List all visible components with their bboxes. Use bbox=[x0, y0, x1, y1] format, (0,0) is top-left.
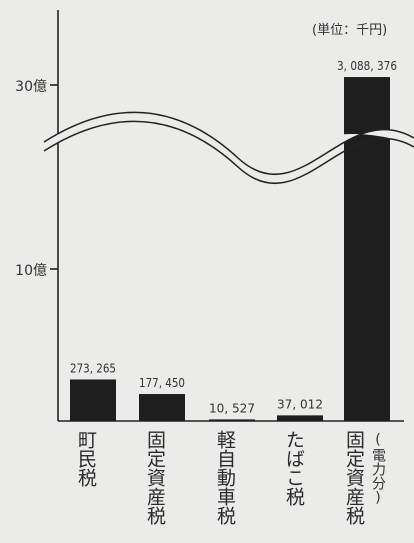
bar bbox=[139, 394, 185, 421]
axis-break-line-lower bbox=[43, 120, 414, 185]
axis-break-band bbox=[44, 112, 414, 175]
category-note-power: (電力分) bbox=[370, 432, 386, 506]
y-tick-label: 30億 bbox=[15, 79, 47, 95]
bar-value-label: 10, 527 bbox=[209, 400, 255, 415]
bar-value-label: 3, 088, 376 bbox=[337, 58, 397, 73]
bar bbox=[277, 415, 323, 421]
axis-break-line-upper bbox=[43, 111, 414, 176]
category-label-tobacco-tax: たばこ税 bbox=[283, 430, 305, 506]
category-label-property-tax-power: 固定資産税 bbox=[343, 430, 365, 525]
category-label-property-tax: 固定資産税 bbox=[144, 430, 166, 525]
bar-value-label: 177, 450 bbox=[139, 375, 185, 390]
bar bbox=[209, 419, 255, 421]
y-tick-label: 10億 bbox=[15, 263, 47, 279]
bar-value-label: 273, 265 bbox=[70, 360, 116, 375]
bar bbox=[70, 379, 116, 421]
unit-note: (単位：千円) bbox=[312, 23, 388, 38]
category-label-resident-tax: 町民税 bbox=[75, 430, 97, 487]
bar bbox=[344, 77, 390, 422]
category-label-light-vehicle-tax: 軽自動車税 bbox=[214, 430, 236, 525]
bar-value-label: 37, 012 bbox=[277, 396, 323, 411]
